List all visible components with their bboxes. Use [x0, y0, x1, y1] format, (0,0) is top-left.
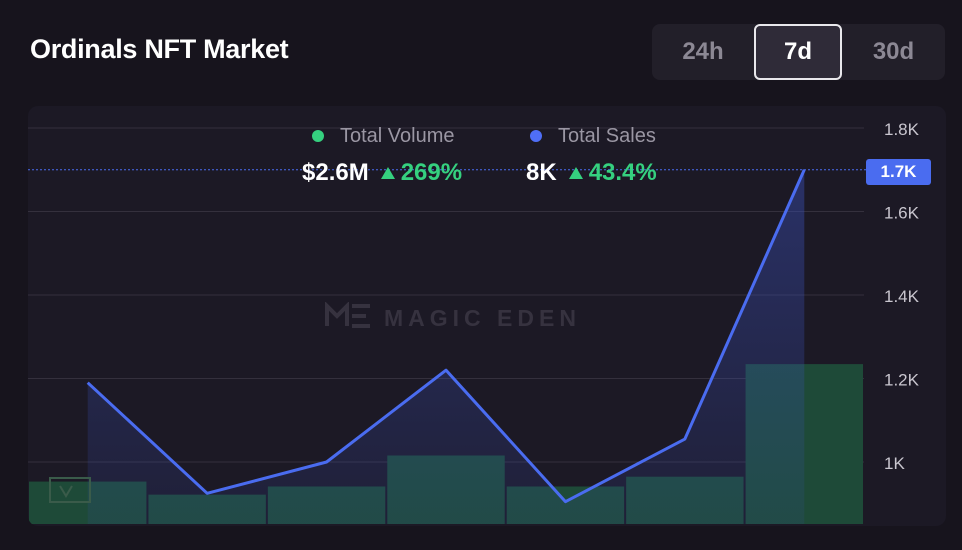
sales-dot-icon: [530, 130, 542, 142]
y-tick-label: 1K: [884, 454, 905, 473]
volume-change: 269%: [400, 159, 463, 186]
sales-value: 8K: [526, 159, 557, 186]
sales-area: [87, 169, 805, 524]
y-tick-label: 1.6K: [884, 204, 920, 223]
y-tick-label: 1.2K: [884, 371, 920, 390]
chart-panel: 1K 1.2K 1.4K 1.6K 1.8K: [28, 106, 946, 526]
legend-sales-label: Total Sales: [558, 124, 656, 147]
range-30d-button[interactable]: 30d: [872, 38, 915, 65]
range-7d-button[interactable]: 7d: [754, 24, 842, 80]
sales-change: 43.4%: [588, 159, 657, 186]
stat-total-volume: $2.6M 269%: [302, 158, 462, 188]
watermark: MAGIC EDEN: [324, 301, 581, 334]
legend-total-volume: Total Volume: [312, 124, 455, 148]
up-arrow-icon: [380, 167, 395, 179]
legend-volume-label: Total Volume: [340, 124, 455, 147]
volume-dot-icon: [312, 130, 324, 142]
volume-value: $2.6M: [302, 159, 369, 186]
y-tick-label: 1.8K: [884, 120, 920, 139]
page-title: Ordinals NFT Market: [30, 34, 289, 64]
time-range-selector: 24h 7d 30d: [652, 24, 945, 80]
current-value-badge: 1.7K: [866, 159, 931, 185]
stat-total-sales: 8K 43.4%: [526, 158, 657, 188]
magic-eden-logo-icon: [324, 301, 372, 334]
range-24h-button[interactable]: 24h: [682, 38, 724, 65]
legend-total-sales: Total Sales: [530, 124, 656, 148]
corner-logo-icon: [49, 477, 91, 503]
watermark-text: MAGIC EDEN: [384, 304, 581, 331]
market-chart: 1K 1.2K 1.4K 1.6K 1.8K: [28, 120, 920, 524]
up-arrow-icon: [568, 167, 583, 179]
y-tick-label: 1.4K: [884, 287, 920, 306]
